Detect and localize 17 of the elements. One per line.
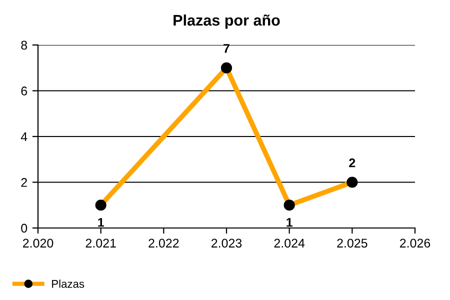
data-label: 1 [286,218,292,227]
data-label: 2 [349,158,356,168]
x-tick-label: 2.026 [400,238,430,248]
y-tick-label: 8 [21,40,28,50]
y-tick-label: 0 [21,224,28,233]
x-tick-label: 2.024 [274,238,305,248]
x-tick-label: 2.020 [22,238,54,248]
x-tick-label: 2.021 [86,238,116,248]
legend-label: Plazas [52,280,84,288]
y-tick-label: 2 [21,178,27,187]
y-tick-label: 4 [20,132,28,142]
x-tick-label: 2.022 [148,238,179,248]
x-tick-label: 2.025 [337,238,368,248]
chart-title: Plazas por año [174,14,280,29]
x-tick-label: 2.023 [211,238,242,248]
data-label: 1 [98,218,104,227]
y-tick-label: 6 [21,86,28,96]
